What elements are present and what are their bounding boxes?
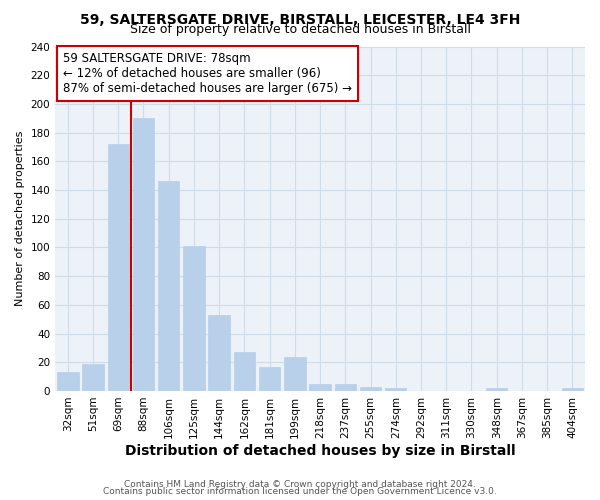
Text: 59, SALTERSGATE DRIVE, BIRSTALL, LEICESTER, LE4 3FH: 59, SALTERSGATE DRIVE, BIRSTALL, LEICEST…: [80, 12, 520, 26]
Text: Contains public sector information licensed under the Open Government Licence v3: Contains public sector information licen…: [103, 487, 497, 496]
Bar: [82, 364, 104, 391]
Bar: [133, 118, 154, 391]
Bar: [233, 352, 255, 391]
Bar: [562, 388, 583, 391]
Bar: [183, 246, 205, 391]
Bar: [284, 356, 305, 391]
X-axis label: Distribution of detached houses by size in Birstall: Distribution of detached houses by size …: [125, 444, 515, 458]
Text: Size of property relative to detached houses in Birstall: Size of property relative to detached ho…: [130, 22, 470, 36]
Bar: [158, 182, 179, 391]
Bar: [486, 388, 508, 391]
Bar: [360, 386, 381, 391]
Text: 59 SALTERSGATE DRIVE: 78sqm
← 12% of detached houses are smaller (96)
87% of sem: 59 SALTERSGATE DRIVE: 78sqm ← 12% of det…: [63, 52, 352, 94]
Bar: [57, 372, 79, 391]
Y-axis label: Number of detached properties: Number of detached properties: [15, 131, 25, 306]
Bar: [107, 144, 129, 391]
Bar: [385, 388, 406, 391]
Bar: [335, 384, 356, 391]
Text: Contains HM Land Registry data © Crown copyright and database right 2024.: Contains HM Land Registry data © Crown c…: [124, 480, 476, 489]
Bar: [310, 384, 331, 391]
Bar: [208, 315, 230, 391]
Bar: [259, 366, 280, 391]
